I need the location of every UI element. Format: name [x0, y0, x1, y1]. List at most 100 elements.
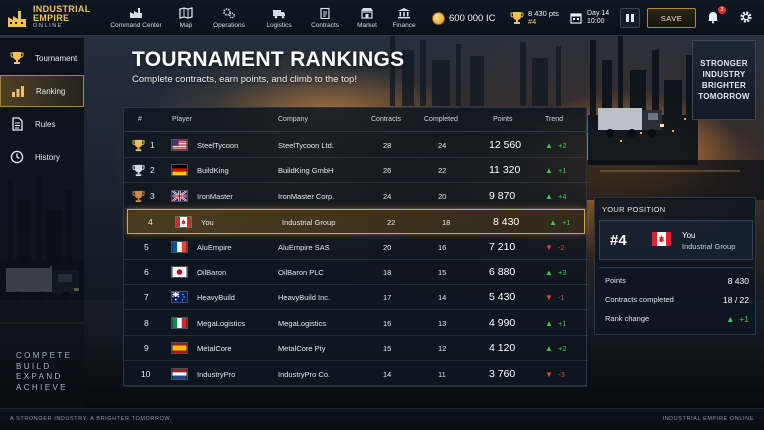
contracts-value: 18 / 22 — [723, 295, 749, 305]
nav-label: Command Center — [110, 21, 162, 29]
points-cell: 5 430 — [489, 291, 516, 304]
completed-cell: 18 — [442, 218, 451, 228]
flag-gb-icon — [171, 189, 188, 202]
sidebar-item-history[interactable]: History — [0, 141, 84, 173]
table-row[interactable]: 7 HeavyBuild HeavyBuild Inc. 17 14 5 430 ▼ -1 — [124, 285, 588, 311]
contracts-cell: 17 — [383, 293, 392, 303]
nav-contracts[interactable]: Contracts — [304, 0, 346, 36]
panel-title: YOUR POSITION — [602, 205, 666, 214]
truck-icon — [273, 9, 285, 18]
date-display: Day 14 10:00 — [570, 0, 609, 36]
trophy-gold-icon — [132, 139, 145, 152]
flag-fr-icon — [171, 240, 188, 253]
position-rank: #4 — [610, 232, 627, 249]
slogan-line: EXPAND — [16, 372, 63, 381]
pause-button[interactable] — [620, 8, 640, 28]
nav-operations[interactable]: Operations — [204, 0, 254, 36]
player-cell: HeavyBuild — [197, 293, 235, 303]
billboard-line: BRIGHTER — [701, 81, 747, 90]
sidebar-item-rules[interactable]: Rules — [0, 108, 84, 140]
completed-cell: 13 — [438, 318, 447, 328]
table-row[interactable]: 6 OilBaron OilBaron PLC 18 15 6 880 ▲ +3 — [124, 260, 588, 285]
player-cell: You — [201, 218, 214, 228]
nav-finance[interactable]: Finance — [388, 0, 420, 36]
contracts-cell: 14 — [383, 369, 392, 379]
points-value: 8 430 — [727, 276, 749, 286]
trend-down-icon: ▼ — [545, 242, 553, 252]
nav-market[interactable]: Market — [346, 0, 388, 36]
header-contracts: Contracts — [371, 116, 401, 123]
trophy-bronze-icon — [132, 190, 145, 202]
footer-brand: INDUSTRIAL EMPIRE ONLINE — [662, 416, 754, 422]
sidebar-item-label: Rules — [35, 119, 56, 129]
your-position-panel: YOUR POSITION #4 You Industrial Group Po… — [594, 197, 756, 335]
flag-jp-icon — [171, 266, 188, 278]
save-button[interactable]: SAVE — [647, 8, 696, 28]
completed-cell: 22 — [438, 166, 447, 176]
flag-es-icon — [171, 342, 188, 355]
position-company: Industrial Group — [682, 242, 736, 251]
trend-up-icon: ▲ — [549, 218, 557, 228]
page-title: TOURNAMENT RANKINGS — [132, 48, 405, 71]
nav-label: Market — [357, 21, 377, 29]
table-row[interactable]: 8 MegaLogistics MegaLogistics 16 13 4 990 ▲ +1 — [124, 311, 588, 336]
bell-icon[interactable] — [706, 10, 720, 24]
game-logo[interactable]: INDUSTRIAL EMPIRE ONLINE — [0, 0, 104, 36]
table-row[interactable]: 10 IndustryPro IndustryPro Co. 14 11 3 760 ▼ -3 — [124, 362, 588, 387]
rankings-table: # Player Company Contracts Completed Poi… — [123, 107, 588, 387]
sidebar-item-tournament[interactable]: Tournament — [0, 42, 84, 74]
points-cell: 4 120 — [489, 342, 516, 355]
rank-cell: 4 — [148, 217, 153, 228]
contracts-cell: 28 — [383, 141, 392, 150]
billboard-line: TOMORROW — [698, 92, 750, 101]
sidebar-slogan: COMPETE BUILD EXPAND ACHIEVE — [16, 351, 72, 393]
points-row: Points 8 430 — [605, 276, 749, 288]
table-row[interactable]: 1 SteelTycoon SteelTycoon Ltd. 28 24 12 560 ▲ +… — [124, 133, 588, 158]
day-value: Day 14 — [587, 9, 610, 17]
flag-ca-icon — [175, 216, 192, 229]
logo-line-1: INDUSTRIAL — [33, 4, 91, 15]
company-cell: MetalCore Pty — [278, 344, 326, 354]
table-row[interactable]: 2 BuildKing BuildKing GmbH 26 22 11 320 ▲ +1 — [124, 158, 588, 184]
contracts-cell: 18 — [383, 268, 392, 277]
rank-cell: 6 — [144, 267, 149, 277]
player-cell: AluEmpire — [197, 242, 232, 252]
time-value: 10:00 — [587, 18, 605, 25]
table-row[interactable]: 3 IronMaster IronMaster Corp. 24 20 9 870 ▲ +4 — [124, 184, 588, 209]
header-company: Company — [278, 116, 308, 123]
trend-cell: +1 — [558, 166, 567, 176]
trend-up-icon: ▲ — [545, 191, 553, 201]
position-name: You — [682, 231, 696, 240]
trend-up-icon: ▲ — [545, 268, 553, 277]
bar-chart-icon — [12, 86, 24, 97]
completed-cell: 12 — [438, 344, 447, 354]
company-cell: MegaLogistics — [278, 318, 326, 328]
factory-logo-icon — [8, 10, 26, 27]
points-cell: 4 990 — [489, 316, 516, 329]
trend-cell: +2 — [558, 344, 567, 354]
trend-up-icon: ▲ — [545, 318, 553, 328]
top-bar: INDUSTRIAL EMPIRE ONLINE Command Center … — [0, 0, 764, 36]
rank-cell: 3 — [150, 190, 155, 201]
company-cell: OilBaron PLC — [278, 268, 324, 277]
nav-command-center[interactable]: Command Center — [104, 0, 168, 36]
completed-cell: 24 — [438, 141, 447, 150]
nav-label: Finance — [392, 21, 416, 29]
table-row[interactable]: 5 AluEmpire AluEmpire SAS 20 16 7 210 ▼ -2 — [124, 235, 588, 260]
table-row[interactable]: 4 You Industrial Group 22 18 8 430 ▲ +1 — [127, 209, 585, 235]
table-row[interactable]: 9 MetalCore MetalCore Pty 15 12 4 120 ▲ +2 — [124, 336, 588, 362]
points-cell: 3 760 — [489, 367, 516, 380]
document-icon — [12, 117, 23, 131]
company-cell: HeavyBuild Inc. — [278, 293, 331, 303]
rank-value: #4 — [528, 17, 537, 26]
trophy-icon — [510, 12, 524, 24]
sidebar-item-ranking[interactable]: Ranking — [0, 75, 84, 107]
company-cell: SteelTycoon Ltd. — [278, 141, 334, 150]
nav-map[interactable]: Map — [168, 0, 204, 36]
points-cell: 12 560 — [489, 139, 522, 151]
nav-logistics[interactable]: Logistics — [254, 0, 304, 36]
company-cell: AluEmpire SAS — [278, 242, 330, 252]
calendar-icon — [570, 13, 582, 24]
gear-icon[interactable] — [739, 10, 753, 24]
points-cell: 9 870 — [489, 189, 516, 202]
